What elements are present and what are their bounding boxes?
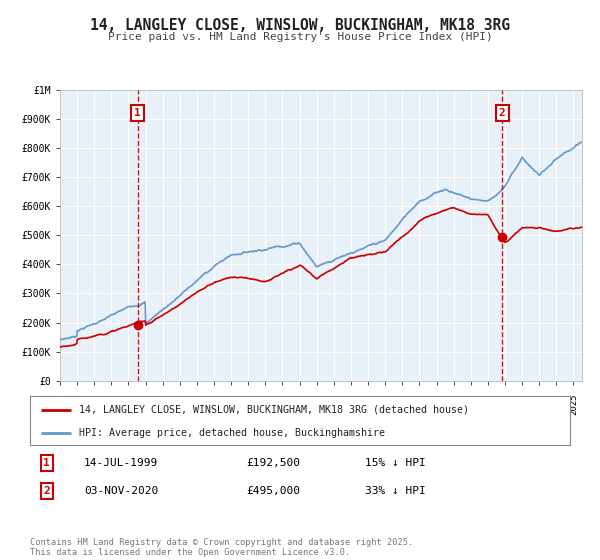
Text: £192,500: £192,500 xyxy=(246,458,300,468)
Text: 2012: 2012 xyxy=(346,394,355,416)
Text: 2007: 2007 xyxy=(261,394,270,416)
Text: 2018: 2018 xyxy=(449,394,458,416)
Text: 2000: 2000 xyxy=(141,394,150,416)
Text: 2: 2 xyxy=(44,486,50,496)
Text: 1997: 1997 xyxy=(90,394,99,416)
Text: 33% ↓ HPI: 33% ↓ HPI xyxy=(365,486,425,496)
Text: 1: 1 xyxy=(134,108,141,118)
Text: 2024: 2024 xyxy=(552,394,561,416)
Text: 1: 1 xyxy=(44,458,50,468)
Text: Contains HM Land Registry data © Crown copyright and database right 2025.
This d: Contains HM Land Registry data © Crown c… xyxy=(30,538,413,557)
Text: 03-NOV-2020: 03-NOV-2020 xyxy=(84,486,158,496)
Text: 2005: 2005 xyxy=(227,394,236,416)
Text: 2017: 2017 xyxy=(432,394,441,416)
Text: 2019: 2019 xyxy=(466,394,475,416)
Text: 2: 2 xyxy=(499,108,506,118)
Text: 1995: 1995 xyxy=(56,394,65,416)
Text: 2016: 2016 xyxy=(415,394,424,416)
Text: 2023: 2023 xyxy=(535,394,544,416)
Text: 1998: 1998 xyxy=(107,394,116,416)
Text: 2015: 2015 xyxy=(398,394,407,416)
Text: 2013: 2013 xyxy=(364,394,373,416)
Text: 1996: 1996 xyxy=(73,394,82,416)
Text: 2008: 2008 xyxy=(278,394,287,416)
Text: 2003: 2003 xyxy=(193,394,202,416)
Text: 14-JUL-1999: 14-JUL-1999 xyxy=(84,458,158,468)
Text: 2020: 2020 xyxy=(484,394,493,416)
Text: £495,000: £495,000 xyxy=(246,486,300,496)
Text: 14, LANGLEY CLOSE, WINSLOW, BUCKINGHAM, MK18 3RG (detached house): 14, LANGLEY CLOSE, WINSLOW, BUCKINGHAM, … xyxy=(79,405,469,415)
Text: 1999: 1999 xyxy=(124,394,133,416)
Text: 2010: 2010 xyxy=(312,394,321,416)
Text: 2009: 2009 xyxy=(295,394,304,416)
Text: 14, LANGLEY CLOSE, WINSLOW, BUCKINGHAM, MK18 3RG: 14, LANGLEY CLOSE, WINSLOW, BUCKINGHAM, … xyxy=(90,18,510,33)
Text: 2002: 2002 xyxy=(175,394,184,416)
Text: 2014: 2014 xyxy=(380,394,389,416)
Text: 2022: 2022 xyxy=(518,394,527,416)
Text: 2006: 2006 xyxy=(244,394,253,416)
Text: Price paid vs. HM Land Registry's House Price Index (HPI): Price paid vs. HM Land Registry's House … xyxy=(107,32,493,43)
Text: HPI: Average price, detached house, Buckinghamshire: HPI: Average price, detached house, Buck… xyxy=(79,428,385,438)
Text: 2001: 2001 xyxy=(158,394,167,416)
Text: 2011: 2011 xyxy=(329,394,338,416)
Text: 2021: 2021 xyxy=(500,394,509,416)
Text: 15% ↓ HPI: 15% ↓ HPI xyxy=(365,458,425,468)
Text: 2004: 2004 xyxy=(209,394,218,416)
Text: 2025: 2025 xyxy=(569,394,578,416)
